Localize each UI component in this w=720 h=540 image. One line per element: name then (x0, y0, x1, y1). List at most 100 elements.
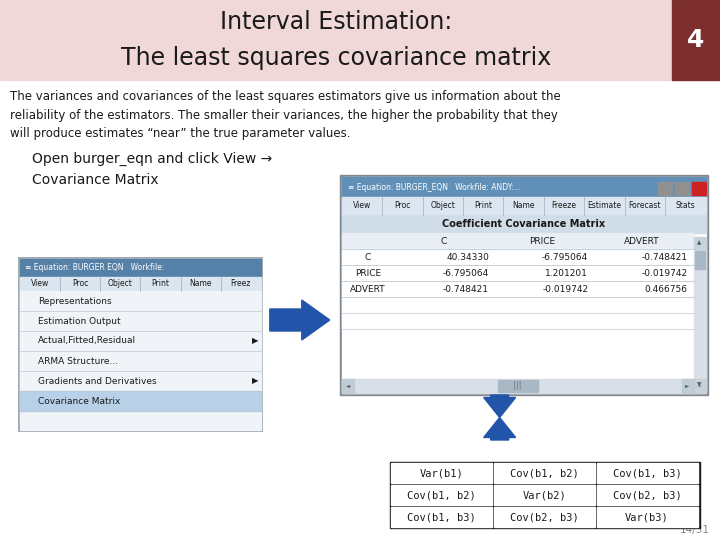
Bar (342, 197, 706, 215)
Bar (498, 380, 538, 392)
Text: 14/31: 14/31 (680, 525, 709, 535)
Text: ▲: ▲ (698, 240, 701, 246)
Bar (20, 371, 261, 391)
Text: ▼: ▼ (698, 382, 701, 388)
Bar (20, 351, 261, 371)
Text: View: View (31, 280, 49, 288)
Text: Proc: Proc (394, 201, 410, 211)
Text: Cov(b2, b3): Cov(b2, b3) (510, 512, 578, 522)
Bar (340, 175, 708, 395)
Text: Name: Name (189, 280, 212, 288)
Text: Forecast: Forecast (629, 201, 661, 211)
Text: ►: ► (685, 383, 690, 388)
Text: ADVERT: ADVERT (350, 285, 385, 294)
Bar (20, 311, 261, 331)
Text: Var(b2): Var(b2) (522, 490, 566, 500)
Bar (682, 379, 693, 393)
Text: 40.34330: 40.34330 (446, 253, 489, 261)
Text: C: C (364, 253, 371, 261)
Bar (20, 259, 261, 277)
Text: ADVERT: ADVERT (624, 237, 660, 246)
Text: -6.795064: -6.795064 (443, 268, 489, 278)
Bar (0, 0, 672, 80)
Text: 0.466756: 0.466756 (644, 285, 688, 294)
Bar (693, 237, 706, 249)
Bar (391, 485, 492, 505)
Bar (390, 462, 700, 528)
Bar (494, 485, 595, 505)
Text: ▶: ▶ (251, 336, 258, 346)
Bar (20, 331, 261, 351)
Text: -6.795064: -6.795064 (542, 253, 588, 261)
Bar (494, 463, 595, 483)
Text: Actual,Fitted,Residual: Actual,Fitted,Residual (38, 336, 136, 346)
Bar (691, 182, 706, 195)
Bar (597, 507, 698, 527)
Bar (675, 182, 688, 195)
Text: Open burger_eqn and click View →
Covariance Matrix: Open burger_eqn and click View → Covaria… (32, 152, 272, 187)
Text: -0.019742: -0.019742 (642, 268, 688, 278)
Bar (342, 281, 693, 297)
Bar (20, 391, 261, 411)
Bar (342, 379, 354, 393)
Text: Covariance Matrix: Covariance Matrix (38, 396, 120, 406)
Text: |||: ||| (513, 381, 522, 390)
Text: Cov(b2, b3): Cov(b2, b3) (613, 490, 681, 500)
Text: Interval Estimation:: Interval Estimation: (220, 10, 452, 34)
Text: Freez: Freez (230, 280, 251, 288)
Text: Object: Object (431, 201, 455, 211)
Text: Cov(b1, b2): Cov(b1, b2) (510, 468, 578, 478)
Bar (391, 507, 492, 527)
Text: Coefficient Covariance Matrix: Coefficient Covariance Matrix (442, 219, 606, 229)
Text: Cov(b1, b3): Cov(b1, b3) (613, 468, 681, 478)
Bar (693, 379, 706, 391)
Text: ◄: ◄ (346, 383, 350, 388)
Text: -0.019742: -0.019742 (542, 285, 588, 294)
Text: Stats: Stats (675, 201, 696, 211)
Text: Print: Print (151, 280, 169, 288)
Bar (391, 463, 492, 483)
Bar (342, 313, 693, 329)
Text: Estimation Output: Estimation Output (38, 316, 120, 326)
Bar (18, 257, 263, 432)
Bar (342, 265, 693, 281)
Text: Representations: Representations (38, 296, 112, 306)
Text: -0.748421: -0.748421 (642, 253, 688, 261)
Bar (342, 215, 706, 233)
Text: Gradients and Derivatives: Gradients and Derivatives (38, 376, 156, 386)
Text: Cov(b1, b2): Cov(b1, b2) (407, 490, 476, 500)
Text: ≡ Equation: BURGER_EQN   Workfile: ANDY:...: ≡ Equation: BURGER_EQN Workfile: ANDY:..… (348, 183, 521, 192)
Bar (342, 177, 706, 393)
Text: Name: Name (513, 201, 535, 211)
Text: PRICE: PRICE (530, 237, 556, 246)
Text: ▶: ▶ (251, 376, 258, 386)
Text: Proc: Proc (72, 280, 89, 288)
Bar (342, 297, 693, 313)
Bar (695, 251, 704, 269)
FancyArrow shape (484, 417, 516, 440)
Bar (597, 463, 698, 483)
Text: View: View (353, 201, 371, 211)
Bar (342, 379, 693, 393)
Bar (672, 0, 719, 80)
Bar (20, 291, 261, 311)
Bar (342, 249, 693, 265)
Bar (342, 177, 706, 197)
Text: Print: Print (474, 201, 492, 211)
Bar (494, 507, 595, 527)
Bar (693, 379, 706, 393)
Bar (342, 233, 693, 249)
FancyArrow shape (270, 300, 330, 340)
Bar (20, 277, 261, 291)
Text: ⠿: ⠿ (697, 383, 702, 389)
Text: PRICE: PRICE (355, 268, 381, 278)
Text: -0.748421: -0.748421 (443, 285, 489, 294)
Bar (693, 249, 706, 379)
Bar (597, 485, 698, 505)
Text: Var(b1): Var(b1) (419, 468, 463, 478)
Text: The least squares covariance matrix: The least squares covariance matrix (121, 46, 551, 70)
Text: Freeze: Freeze (552, 201, 577, 211)
Bar (657, 182, 672, 195)
Text: ≡ Equation: BURGER EQN   Workfile:: ≡ Equation: BURGER EQN Workfile: (25, 264, 164, 273)
Text: C: C (440, 237, 446, 246)
